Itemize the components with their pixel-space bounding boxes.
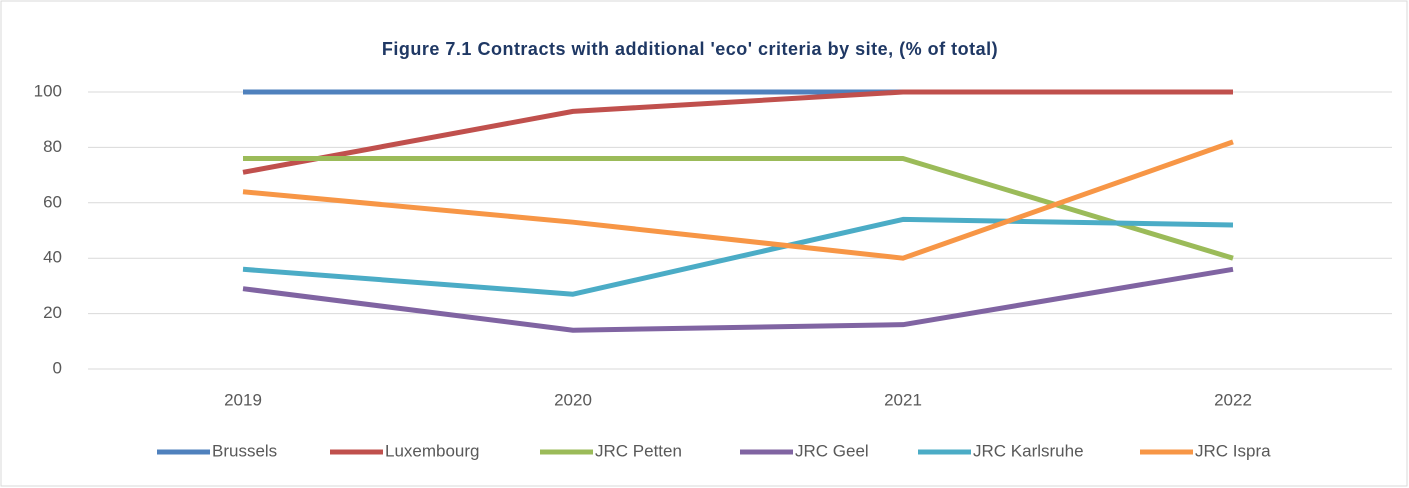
series-line <box>242 266 1234 333</box>
x-tick-label: 2022 <box>1214 390 1252 409</box>
y-tick-label: 20 <box>43 303 62 322</box>
y-tick-label: 0 <box>53 358 62 377</box>
x-tick-label: 2021 <box>884 390 922 409</box>
legend-label: JRC Ispra <box>1195 441 1271 460</box>
legend-label: Luxembourg <box>385 441 480 460</box>
chart-title: Figure 7.1 Contracts with additional 'ec… <box>382 39 998 59</box>
series-line <box>243 155 1234 261</box>
legend-label: JRC Karlsruhe <box>973 441 1084 460</box>
y-tick-label: 40 <box>43 248 62 267</box>
x-tick-label: 2019 <box>224 390 262 409</box>
y-tick-label: 100 <box>34 81 62 100</box>
series-line <box>242 139 1234 261</box>
legend-label: JRC Petten <box>595 441 682 460</box>
series-line <box>242 89 1233 175</box>
y-tick-label: 60 <box>43 192 62 211</box>
legend-label: JRC Geel <box>795 441 869 460</box>
x-tick-label: 2020 <box>554 390 592 409</box>
y-tick-label: 80 <box>43 137 62 156</box>
series-line <box>242 216 1234 297</box>
legend-label: Brussels <box>212 441 277 460</box>
